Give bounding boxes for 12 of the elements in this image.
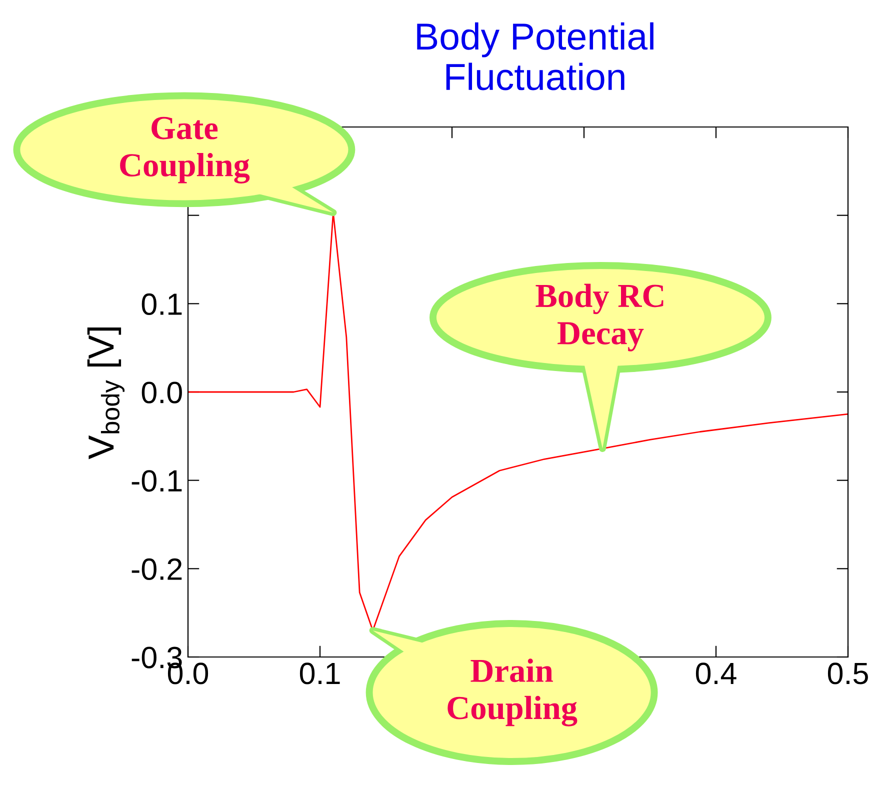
- y-tick-label: 0.0: [142, 382, 182, 404]
- annotation: Body RC Decay: [536, 284, 664, 352]
- chart-title: Body Potential Fluctuation: [417, 22, 654, 90]
- x-tick-label: 0.5: [828, 662, 868, 684]
- y-axis-title: V$_{body}$ [V]: [87, 328, 125, 460]
- x-tick-label: 0.1: [300, 662, 340, 684]
- y-tick-label: 0.1: [142, 293, 182, 316]
- y-tick-label: -0.1: [132, 470, 182, 492]
- y-tick-label: -0.2: [132, 558, 182, 580]
- x-tick-label: 0.4: [696, 662, 736, 684]
- annotation: Gate Coupling: [120, 116, 250, 184]
- annotation: Drain Coupling: [448, 658, 578, 726]
